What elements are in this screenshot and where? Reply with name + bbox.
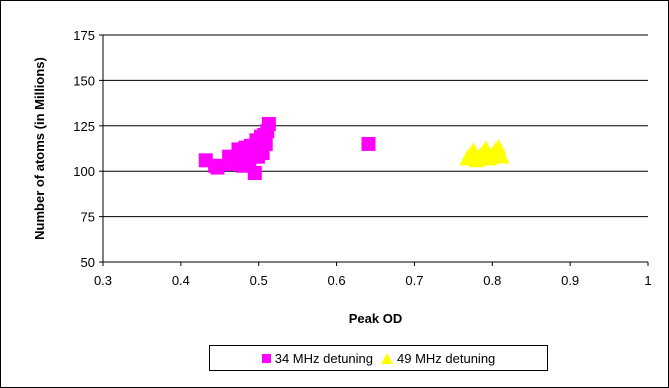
legend-item-49mhz: 49 MHz detuning	[381, 351, 495, 366]
x-axis-title: Peak OD	[349, 311, 402, 326]
legend-item-34mhz: 34 MHz detuning	[261, 350, 373, 366]
x-tick-label: 0.4	[172, 273, 190, 288]
data-point-34mhz	[361, 136, 376, 151]
data-point-49mhz	[493, 147, 510, 164]
y-tick-label: 50	[81, 255, 95, 270]
x-tick-label: 1	[644, 273, 651, 288]
data-point-34mhz	[261, 116, 276, 131]
legend-label-34mhz: 34 MHz detuning	[274, 350, 373, 366]
y-tick-label: 150	[73, 73, 95, 88]
y-tick-label: 175	[73, 28, 95, 43]
data-point-34mhz	[258, 136, 273, 151]
x-tick-label: 0.5	[250, 273, 268, 288]
data-point-34mhz	[247, 166, 262, 181]
legend-marker-square	[261, 353, 271, 363]
x-tick-label: 0.6	[328, 273, 346, 288]
x-tick-label: 0.3	[94, 273, 112, 288]
y-tick-label: 100	[73, 164, 95, 179]
legend-marker-triangle	[381, 352, 393, 364]
x-tick-label: 0.8	[483, 273, 501, 288]
y-axis-title: Number of atoms (in Millions)	[32, 57, 47, 240]
data-point-34mhz	[210, 160, 225, 175]
legend: 34 MHz detuning 49 MHz detuning	[209, 345, 548, 371]
y-tick-label: 125	[73, 119, 95, 134]
data-point-49mhz	[490, 138, 507, 155]
y-tick-label: 75	[81, 210, 95, 225]
x-tick-label: 0.9	[561, 273, 579, 288]
legend-label-49mhz: 49 MHz detuning	[397, 350, 496, 366]
x-tick-label: 0.7	[405, 273, 423, 288]
